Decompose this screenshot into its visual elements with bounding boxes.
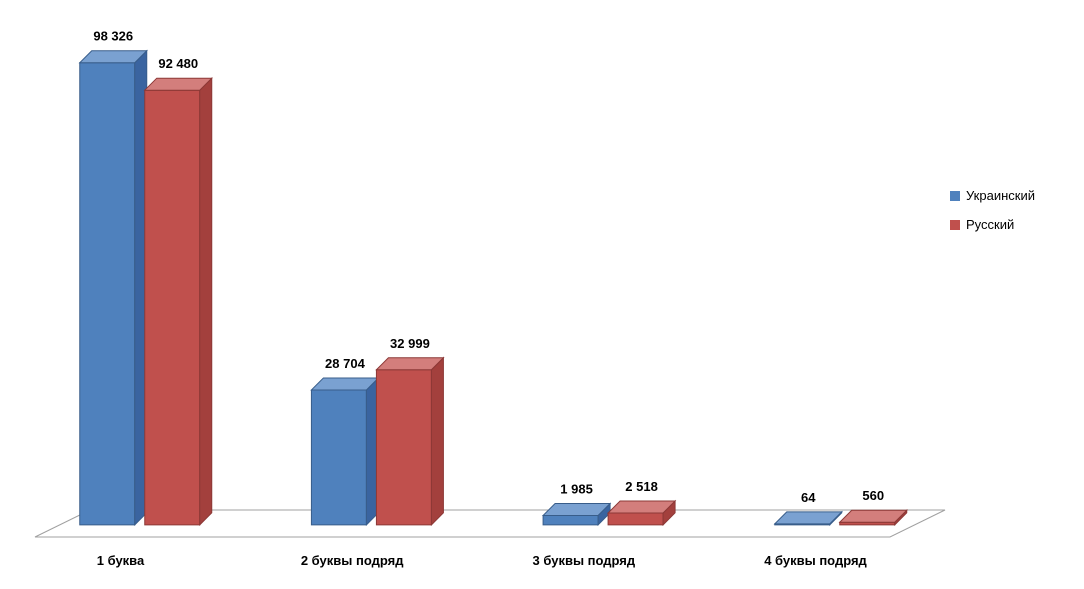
svg-text:4 буквы подряд: 4 буквы подряд (764, 553, 867, 568)
legend-item-russian: Русский (950, 217, 1035, 232)
legend-item-ukrainian: Украинский (950, 188, 1035, 203)
legend-swatch-russian (950, 220, 960, 230)
legend-swatch-ukrainian (950, 191, 960, 201)
svg-text:1 985: 1 985 (560, 482, 593, 497)
svg-text:92 480: 92 480 (158, 56, 198, 71)
svg-text:560: 560 (862, 488, 884, 503)
svg-text:3 буквы подряд: 3 буквы подряд (533, 553, 636, 568)
legend-label-ukrainian: Украинский (966, 188, 1035, 203)
legend: Украинский Русский (950, 188, 1035, 246)
svg-text:98 326: 98 326 (93, 29, 133, 44)
legend-label-russian: Русский (966, 217, 1014, 232)
chart-svg: 98 326 92 480 1 буква 28 704 32 999 2 буквы п… (0, 0, 1084, 589)
svg-text:2 буквы подряд: 2 буквы подряд (301, 553, 404, 568)
chart-stage: 98 326 92 480 1 буква 28 704 32 999 2 буквы п… (0, 0, 1084, 589)
svg-text:2 518: 2 518 (625, 479, 658, 494)
svg-text:64: 64 (801, 490, 816, 505)
svg-text:32 999: 32 999 (390, 336, 430, 351)
svg-text:1 буква: 1 буква (97, 553, 145, 568)
svg-text:28 704: 28 704 (325, 356, 366, 371)
